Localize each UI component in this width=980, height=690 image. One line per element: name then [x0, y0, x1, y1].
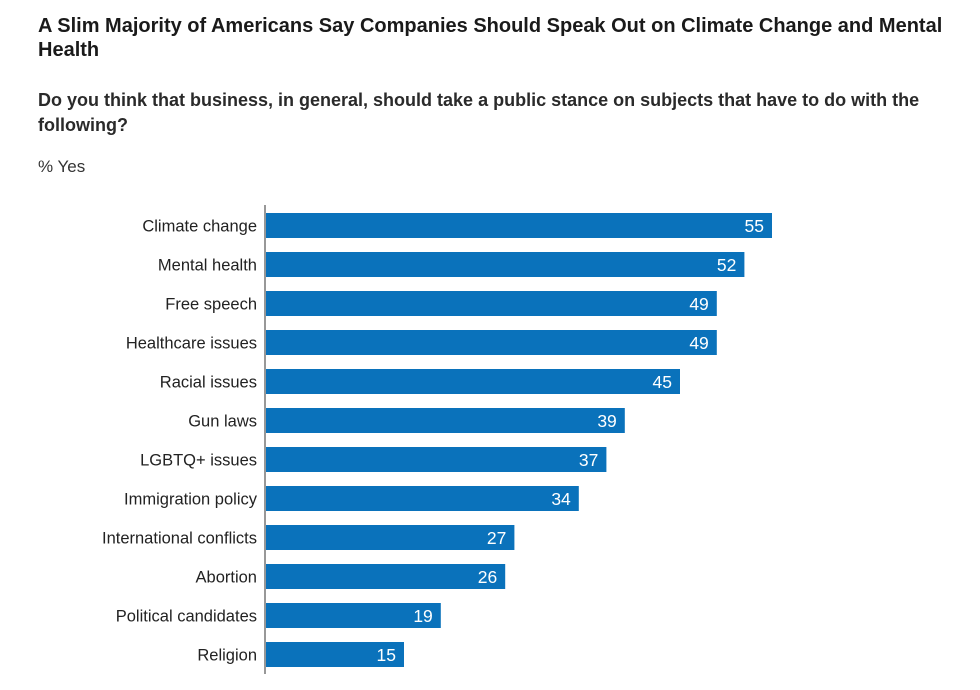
- data-label: 55: [745, 216, 764, 236]
- data-label: 15: [377, 645, 396, 665]
- chart-subtitle: Do you think that business, in general, …: [38, 90, 920, 135]
- data-label: 49: [689, 294, 708, 314]
- data-label: 37: [579, 450, 598, 470]
- data-label: 39: [597, 411, 616, 431]
- category-label: Gun laws: [188, 413, 257, 431]
- category-label: Political candidates: [116, 608, 257, 626]
- bar: [266, 564, 506, 589]
- bar: [266, 252, 745, 277]
- data-label: 45: [653, 372, 672, 392]
- bar: [266, 642, 404, 667]
- category-label: Religion: [197, 647, 257, 665]
- data-label: 34: [551, 489, 571, 509]
- data-label: 19: [413, 606, 432, 626]
- bar: [266, 525, 515, 550]
- bar: [266, 486, 579, 511]
- bar: [266, 447, 607, 472]
- category-label: Mental health: [158, 257, 257, 275]
- category-label: LGBTQ+ issues: [140, 452, 257, 470]
- category-label: Abortion: [196, 569, 257, 587]
- bar: [266, 330, 717, 355]
- data-label: 26: [478, 567, 497, 587]
- bar: [266, 291, 717, 316]
- category-label: Racial issues: [160, 374, 257, 392]
- bar: [266, 408, 625, 433]
- bar: [266, 603, 441, 628]
- bar: [266, 213, 772, 238]
- data-label: 49: [689, 333, 708, 353]
- category-label: Free speech: [165, 296, 257, 314]
- data-label: 52: [717, 255, 736, 275]
- category-label: Immigration policy: [124, 491, 258, 509]
- category-label: Healthcare issues: [126, 335, 257, 353]
- bar: [266, 369, 680, 394]
- data-label: 27: [487, 528, 506, 548]
- unit-label: % Yes: [38, 157, 86, 176]
- category-label: Climate change: [142, 218, 257, 236]
- category-label: International conflicts: [102, 530, 257, 548]
- chart-title: A Slim Majority of Americans Say Compani…: [38, 15, 943, 61]
